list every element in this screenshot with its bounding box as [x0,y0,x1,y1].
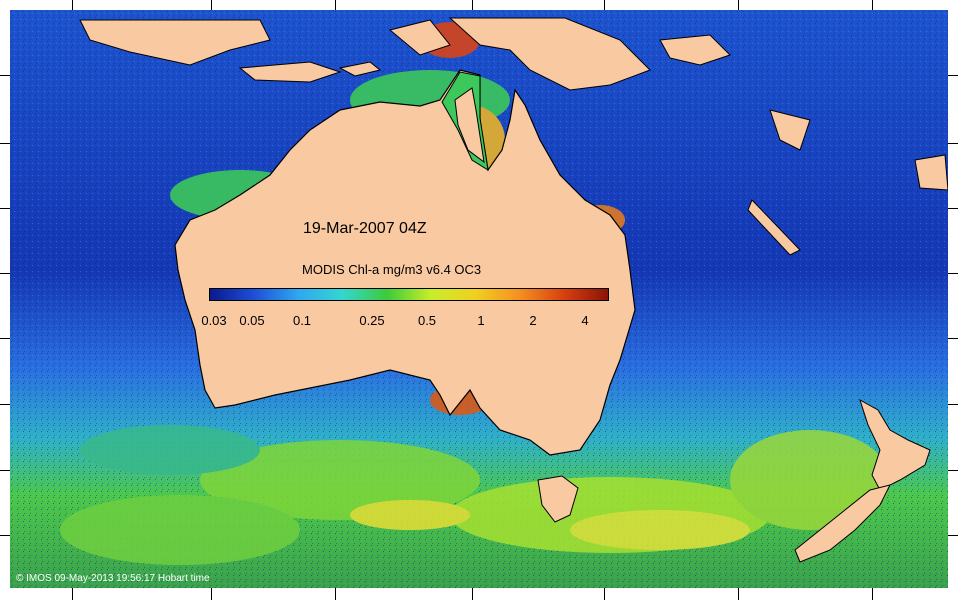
frame-tick [948,404,958,405]
frame-tick [738,0,739,10]
frame-tick [0,338,10,339]
new-zealand-south-island [794,484,891,563]
colorbar-tick-label: 0.03 [201,313,227,328]
frame-tick [604,588,605,600]
frame-tick [872,588,873,600]
frame-tick [0,208,10,209]
frame-tick [948,208,958,209]
new-zealand-north-island [859,398,931,491]
frame-tick [0,535,10,536]
frame-tick [0,75,10,76]
frame-tick [72,0,73,10]
frame-tick [0,404,10,405]
australia-land [174,69,636,456]
frame-tick [738,588,739,600]
colorbar-tick-label: 2 [529,313,537,328]
indonesia-land [79,19,948,256]
frame-tick [211,588,212,600]
colorbar [209,288,609,301]
frame-tick [948,338,958,339]
frame-tick [211,0,212,10]
frame-tick [948,273,958,274]
frame-tick [872,0,873,10]
frame-tick [948,535,958,536]
southern-ocean-bloom [60,425,890,565]
colorbar-tick-label: 0.25 [359,313,385,328]
new-guinea-land [448,17,651,91]
copyright-credit: © IMOS 09-May-2013 19:56:17 Hobart time [16,573,210,584]
frame-tick [604,0,605,10]
frame-tick [948,75,958,76]
frame-tick [948,143,958,144]
colorbar-tick-label: 0.05 [239,313,265,328]
frame-tick [472,0,473,10]
colorbar-tick-label: 4 [581,313,589,328]
frame-tick [0,143,10,144]
colorbar-tick-label: 0.1 [292,313,312,328]
colorbar-title: MODIS Chl-a mg/m3 v6.4 OC3 [302,262,482,277]
frame-tick [335,0,336,10]
frame-tick [0,273,10,274]
frame-tick [948,470,958,471]
tasmania-land [537,475,579,523]
frame-tick [0,470,10,471]
frame-tick [472,588,473,600]
colorbar-tick-label: 0.5 [417,313,437,328]
frame-tick [335,588,336,600]
frame-tick [72,588,73,600]
date-label: 19-Mar-2007 04Z [303,220,427,237]
colorbar-tick-label: 1 [477,313,485,328]
